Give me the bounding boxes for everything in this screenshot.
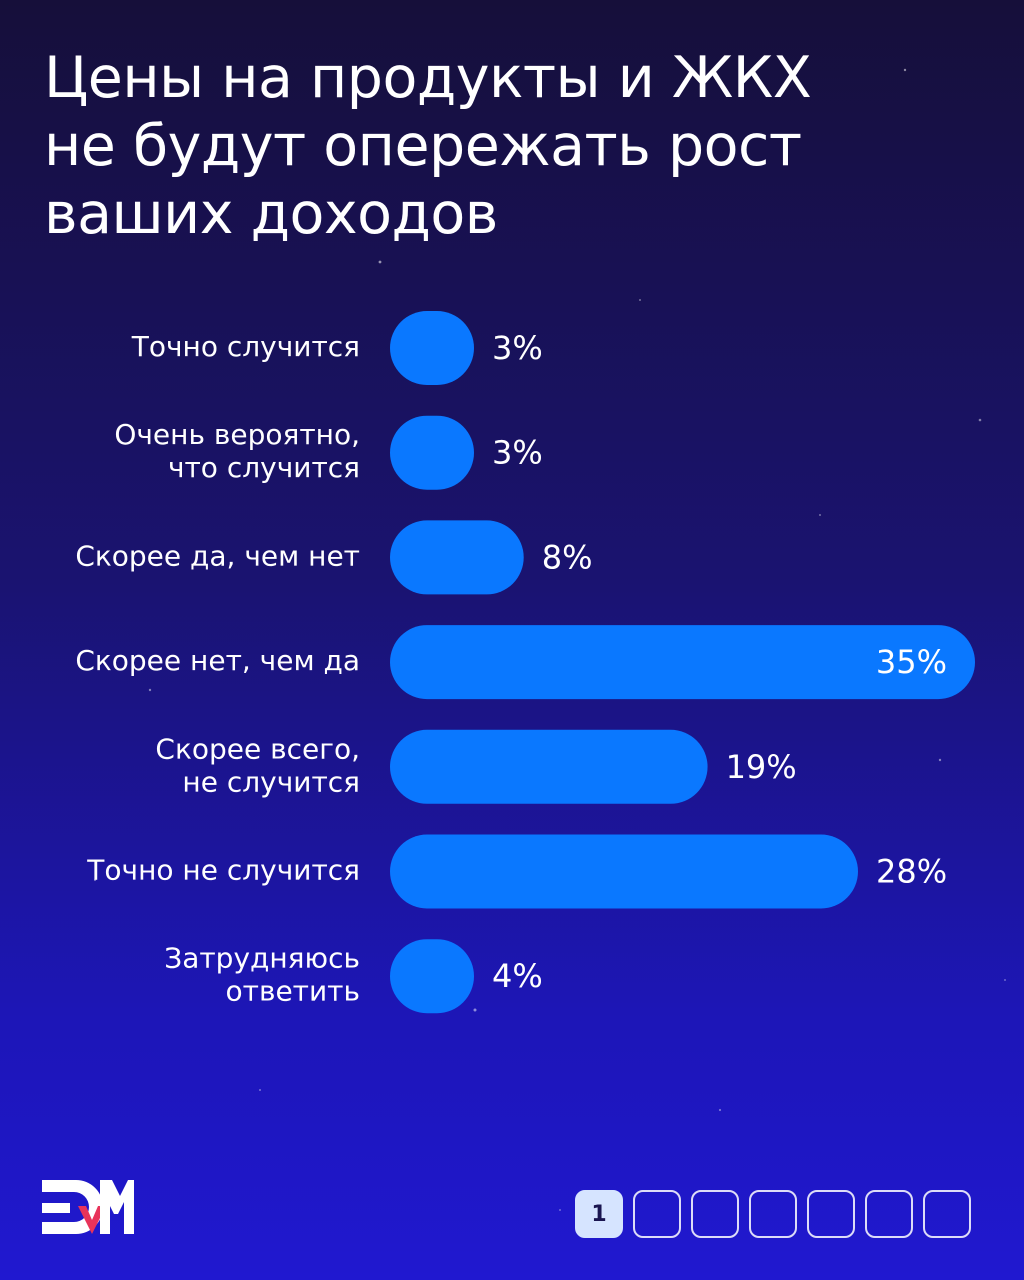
category-label: Скорее да, чем нет [75,539,360,572]
page-indicator-4[interactable] [749,1190,797,1238]
value-label: 35% [876,643,947,681]
value-label: 4% [492,957,543,995]
category-label: Точно случится [131,330,360,363]
category-label: Очень вероятно, что случится [114,418,360,484]
page-title: Цены на продукты и ЖКХ не будут опережат… [44,44,944,248]
brand-logo-icon [42,1180,134,1234]
value-label: 3% [492,329,543,367]
page-indicator-3[interactable] [691,1190,739,1238]
value-label: 28% [876,853,947,891]
bar [390,625,975,700]
bar [390,729,708,804]
bar [390,311,474,385]
bar [390,520,524,595]
category-label: Точно не случится [86,854,360,887]
pagination: 1 [575,1190,971,1238]
bar [390,939,474,1014]
value-label: 8% [542,538,593,576]
value-label: 19% [726,748,797,786]
bar [390,415,474,490]
page-indicator-7[interactable] [923,1190,971,1238]
page-indicator-6[interactable] [865,1190,913,1238]
bar [390,834,858,909]
title-line: Цены на продукты и ЖКХ [44,45,812,111]
category-label: Скорее нет, чем да [75,644,360,677]
page-indicator-5[interactable] [807,1190,855,1238]
page-indicator-2[interactable] [633,1190,681,1238]
title-line: ваших доходов [44,181,498,247]
category-label: Затрудняюсь ответить [164,942,360,1008]
value-label: 3% [492,434,543,472]
page-indicator-1[interactable]: 1 [575,1190,623,1238]
category-label: Скорее всего, не случится [155,732,360,798]
title-line: не будут опережать рост [44,113,802,179]
